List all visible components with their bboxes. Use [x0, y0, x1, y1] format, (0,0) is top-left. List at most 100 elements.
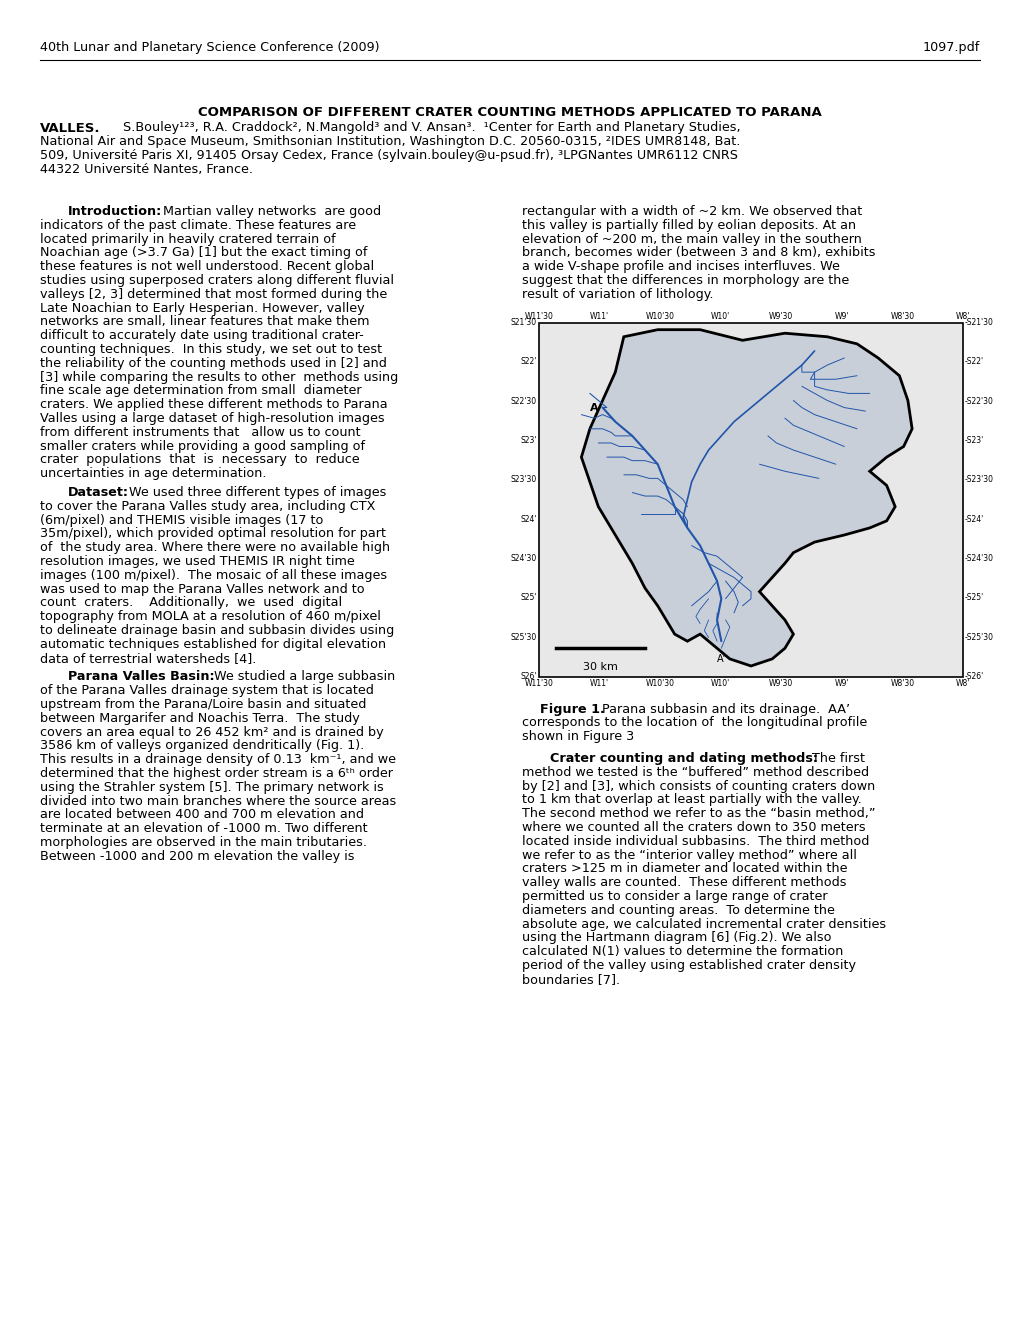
- Text: W11'30: W11'30: [524, 678, 553, 688]
- Text: this valley is partially filled by eolian deposits. At an: this valley is partially filled by eolia…: [522, 219, 855, 232]
- Text: Late Noachian to Early Hesperian. However, valley: Late Noachian to Early Hesperian. Howeve…: [40, 301, 364, 314]
- Text: Dataset:: Dataset:: [68, 486, 128, 499]
- Text: VALLES.: VALLES.: [40, 121, 101, 135]
- Bar: [517, 305, 984, 694]
- Text: we refer to as the “interior valley method” where all: we refer to as the “interior valley meth…: [522, 849, 856, 862]
- Text: method we tested is the “buffered” method described: method we tested is the “buffered” metho…: [522, 766, 868, 779]
- Text: -S22': -S22': [964, 358, 983, 367]
- Text: (6m/pixel) and THEMIS visible images (17 to: (6m/pixel) and THEMIS visible images (17…: [40, 513, 323, 527]
- Text: -S22'30: -S22'30: [964, 397, 993, 405]
- Text: 40th Lunar and Planetary Science Conference (2009): 40th Lunar and Planetary Science Confere…: [40, 41, 379, 54]
- Text: -S21'30: -S21'30: [964, 318, 993, 327]
- Text: where we counted all the craters down to 350 meters: where we counted all the craters down to…: [522, 821, 865, 834]
- Text: S22'30: S22'30: [511, 397, 536, 405]
- Text: -S24'30: -S24'30: [964, 554, 994, 564]
- Text: COMPARISON OF DIFFERENT CRATER COUNTING METHODS APPLICATED TO PARANA: COMPARISON OF DIFFERENT CRATER COUNTING …: [198, 107, 821, 120]
- Text: Parana subbasin and its drainage.  AA’: Parana subbasin and its drainage. AA’: [593, 702, 849, 715]
- Text: of  the study area. Where there were no available high: of the study area. Where there were no a…: [40, 541, 389, 554]
- Text: automatic techniques established for digital elevation: automatic techniques established for dig…: [40, 638, 386, 651]
- Text: S22': S22': [520, 358, 536, 367]
- Text: period of the valley using established crater density: period of the valley using established c…: [522, 960, 855, 972]
- Text: Figure 1.: Figure 1.: [522, 702, 604, 715]
- Text: valley walls are counted.  These different methods: valley walls are counted. These differen…: [522, 876, 846, 890]
- Text: -S25': -S25': [964, 594, 983, 602]
- Text: A': A': [716, 653, 726, 664]
- Text: permitted us to consider a large range of crater: permitted us to consider a large range o…: [522, 890, 826, 903]
- Text: 1097.pdf: 1097.pdf: [922, 41, 979, 54]
- Text: Crater counting and dating methods:: Crater counting and dating methods:: [549, 752, 817, 766]
- Text: S23'30: S23'30: [511, 475, 536, 484]
- Text: data of terrestrial watersheds [4].: data of terrestrial watersheds [4].: [40, 652, 256, 664]
- Text: W8': W8': [955, 678, 969, 688]
- Text: This results in a drainage density of 0.13  km⁻¹, and we: This results in a drainage density of 0.…: [40, 754, 395, 766]
- Text: branch, becomes wider (between 3 and 8 km), exhibits: branch, becomes wider (between 3 and 8 k…: [522, 247, 874, 260]
- Text: from different instruments that   allow us to count: from different instruments that allow us…: [40, 426, 361, 438]
- Text: A: A: [589, 403, 598, 413]
- Text: 3586 km of valleys organized dendritically (Fig. 1).: 3586 km of valleys organized dendritical…: [40, 739, 364, 752]
- Text: using the Strahler system [5]. The primary network is: using the Strahler system [5]. The prima…: [40, 781, 383, 793]
- Text: W10': W10': [710, 312, 730, 321]
- Text: are located between 400 and 700 m elevation and: are located between 400 and 700 m elevat…: [40, 808, 364, 821]
- Text: located inside individual subbasins.  The third method: located inside individual subbasins. The…: [522, 834, 868, 847]
- Text: networks are small, linear features that make them: networks are small, linear features that…: [40, 315, 369, 329]
- Text: -S23': -S23': [964, 436, 983, 445]
- Text: [3] while comparing the results to other  methods using: [3] while comparing the results to other…: [40, 371, 397, 384]
- Text: S23': S23': [520, 436, 536, 445]
- Text: elevation of ~200 m, the main valley in the southern: elevation of ~200 m, the main valley in …: [522, 232, 861, 246]
- Text: crater  populations  that  is  necessary  to  reduce: crater populations that is necessary to …: [40, 453, 360, 466]
- Text: S25': S25': [520, 594, 536, 602]
- Text: Valles using a large dataset of high-resolution images: Valles using a large dataset of high-res…: [40, 412, 384, 425]
- Text: Between -1000 and 200 m elevation the valley is: Between -1000 and 200 m elevation the va…: [40, 850, 355, 863]
- Text: by [2] and [3], which consists of counting craters down: by [2] and [3], which consists of counti…: [522, 780, 874, 792]
- Text: indicators of the past climate. These features are: indicators of the past climate. These fe…: [40, 219, 356, 232]
- Text: diameters and counting areas.  To determine the: diameters and counting areas. To determi…: [522, 904, 835, 917]
- Text: W8': W8': [955, 312, 969, 321]
- Text: S21'30: S21'30: [511, 318, 536, 327]
- Text: S.Bouley¹²³, R.A. Craddock², N.Mangold³ and V. Ansan³.  ¹Center for Earth and Pl: S.Bouley¹²³, R.A. Craddock², N.Mangold³ …: [115, 121, 740, 135]
- Text: valleys [2, 3] determined that most formed during the: valleys [2, 3] determined that most form…: [40, 288, 387, 301]
- Bar: [538, 322, 962, 677]
- Text: W9'30: W9'30: [768, 312, 793, 321]
- Text: these features is not well understood. Recent global: these features is not well understood. R…: [40, 260, 374, 273]
- Text: 30 km: 30 km: [583, 663, 618, 672]
- Text: 509, Université Paris XI, 91405 Orsay Cedex, France (sylvain.bouley@u-psud.fr), : 509, Université Paris XI, 91405 Orsay Ce…: [40, 149, 738, 162]
- Text: W10'30: W10'30: [645, 312, 674, 321]
- Text: between Margarifer and Noachis Terra.  The study: between Margarifer and Noachis Terra. Th…: [40, 711, 360, 725]
- Text: Noachian age (>3.7 Ga) [1] but the exact timing of: Noachian age (>3.7 Ga) [1] but the exact…: [40, 247, 367, 260]
- Text: was used to map the Parana Valles network and to: was used to map the Parana Valles networ…: [40, 582, 364, 595]
- Text: topography from MOLA at a resolution of 460 m/pixel: topography from MOLA at a resolution of …: [40, 610, 380, 623]
- Text: 44322 Université Nantes, France.: 44322 Université Nantes, France.: [40, 164, 253, 177]
- Text: result of variation of lithology.: result of variation of lithology.: [522, 288, 713, 301]
- Text: to cover the Parana Valles study area, including CTX: to cover the Parana Valles study area, i…: [40, 500, 375, 512]
- Text: W8'30: W8'30: [890, 678, 914, 688]
- Text: -S25'30: -S25'30: [964, 632, 994, 642]
- Text: corresponds to the location of  the longitudinal profile: corresponds to the location of the longi…: [522, 717, 866, 730]
- Text: W10'30: W10'30: [645, 678, 674, 688]
- Text: National Air and Space Museum, Smithsonian Institution, Washington D.C. 20560-03: National Air and Space Museum, Smithsoni…: [40, 136, 740, 149]
- Text: suggest that the differences in morphology are the: suggest that the differences in morpholo…: [522, 275, 849, 286]
- Text: images (100 m/pixel).  The mosaic of all these images: images (100 m/pixel). The mosaic of all …: [40, 569, 387, 582]
- Text: -S24': -S24': [964, 515, 983, 524]
- Text: of the Parana Valles drainage system that is located: of the Parana Valles drainage system tha…: [40, 684, 374, 697]
- Text: located primarily in heavily cratered terrain of: located primarily in heavily cratered te…: [40, 232, 335, 246]
- Text: uncertainties in age determination.: uncertainties in age determination.: [40, 467, 266, 480]
- Text: determined that the highest order stream is a 6ᵗʰ order: determined that the highest order stream…: [40, 767, 392, 780]
- Polygon shape: [581, 330, 911, 667]
- Text: studies using superposed craters along different fluvial: studies using superposed craters along d…: [40, 275, 393, 286]
- Text: smaller craters while providing a good sampling of: smaller craters while providing a good s…: [40, 440, 365, 453]
- Text: count  craters.    Additionally,  we  used  digital: count craters. Additionally, we used dig…: [40, 597, 341, 610]
- Text: W11': W11': [589, 678, 608, 688]
- Text: resolution images, we used THEMIS IR night time: resolution images, we used THEMIS IR nig…: [40, 554, 355, 568]
- Text: counting techniques.  In this study, we set out to test: counting techniques. In this study, we s…: [40, 343, 382, 356]
- Text: W11': W11': [589, 312, 608, 321]
- Text: We used three different types of images: We used three different types of images: [125, 486, 386, 499]
- Text: fine scale age determination from small  diameter: fine scale age determination from small …: [40, 384, 362, 397]
- Text: Martian valley networks  are good: Martian valley networks are good: [155, 205, 381, 218]
- Text: morphologies are observed in the main tributaries.: morphologies are observed in the main tr…: [40, 836, 367, 849]
- Text: 35m/pixel), which provided optimal resolution for part: 35m/pixel), which provided optimal resol…: [40, 528, 385, 540]
- Text: We studied a large subbasin: We studied a large subbasin: [210, 671, 395, 684]
- Text: Parana Valles Basin:: Parana Valles Basin:: [68, 671, 214, 684]
- Text: the reliability of the counting methods used in [2] and: the reliability of the counting methods …: [40, 356, 386, 370]
- Text: covers an area equal to 26 452 km² and is drained by: covers an area equal to 26 452 km² and i…: [40, 726, 383, 739]
- Text: craters >125 m in diameter and located within the: craters >125 m in diameter and located w…: [522, 862, 847, 875]
